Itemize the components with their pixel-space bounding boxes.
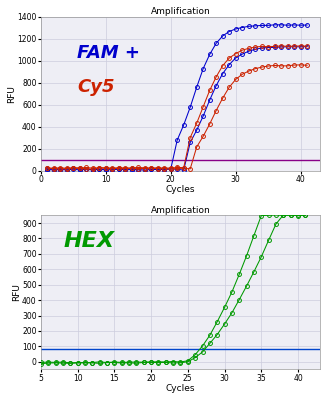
Text: HEX: HEX: [63, 231, 114, 251]
X-axis label: Cycles: Cycles: [166, 384, 195, 393]
X-axis label: Cycles: Cycles: [166, 186, 195, 194]
Text: Cy5: Cy5: [77, 78, 115, 96]
Y-axis label: RFU: RFU: [12, 284, 21, 301]
Text: FAM +: FAM +: [77, 44, 140, 62]
Title: Amplification: Amplification: [151, 206, 210, 214]
Y-axis label: RFU: RFU: [7, 85, 16, 103]
Title: Amplification: Amplification: [151, 7, 210, 16]
